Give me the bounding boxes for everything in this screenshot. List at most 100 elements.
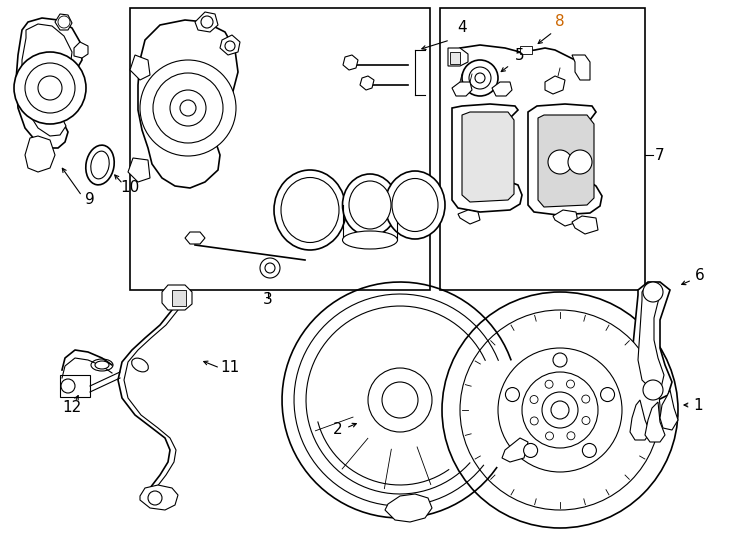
Circle shape xyxy=(568,150,592,174)
Circle shape xyxy=(567,380,575,388)
Bar xyxy=(520,46,532,54)
Polygon shape xyxy=(660,390,678,430)
Circle shape xyxy=(368,368,432,432)
Text: 9: 9 xyxy=(85,192,95,207)
Ellipse shape xyxy=(274,170,346,250)
Ellipse shape xyxy=(91,151,109,179)
Circle shape xyxy=(14,52,86,124)
Circle shape xyxy=(260,258,280,278)
Ellipse shape xyxy=(343,231,398,249)
Circle shape xyxy=(582,395,590,403)
Polygon shape xyxy=(462,112,514,202)
Polygon shape xyxy=(195,12,218,32)
Polygon shape xyxy=(22,24,72,136)
Circle shape xyxy=(61,379,75,393)
Circle shape xyxy=(475,73,485,83)
Polygon shape xyxy=(452,82,472,96)
Ellipse shape xyxy=(86,145,115,185)
Text: 5: 5 xyxy=(515,48,525,63)
Circle shape xyxy=(522,372,598,448)
Text: 11: 11 xyxy=(220,361,239,375)
Ellipse shape xyxy=(91,359,113,371)
Circle shape xyxy=(553,353,567,367)
Polygon shape xyxy=(140,485,178,510)
Circle shape xyxy=(643,380,663,400)
Text: 2: 2 xyxy=(333,422,343,437)
Circle shape xyxy=(545,432,553,440)
Circle shape xyxy=(382,382,418,418)
Circle shape xyxy=(643,282,663,302)
Polygon shape xyxy=(385,494,432,522)
Circle shape xyxy=(542,392,578,428)
Circle shape xyxy=(530,395,538,403)
Polygon shape xyxy=(572,55,590,80)
Polygon shape xyxy=(538,115,594,207)
Ellipse shape xyxy=(131,358,148,372)
Circle shape xyxy=(180,100,196,116)
Circle shape xyxy=(140,60,236,156)
Ellipse shape xyxy=(95,361,109,369)
Polygon shape xyxy=(528,104,602,215)
Circle shape xyxy=(545,380,553,388)
Bar xyxy=(440,8,645,290)
Polygon shape xyxy=(25,136,55,172)
Circle shape xyxy=(551,401,569,419)
Circle shape xyxy=(548,150,572,174)
Polygon shape xyxy=(74,42,88,58)
Circle shape xyxy=(170,90,206,126)
Polygon shape xyxy=(458,210,480,224)
Polygon shape xyxy=(632,282,672,400)
Polygon shape xyxy=(545,76,565,94)
Circle shape xyxy=(469,67,491,89)
Circle shape xyxy=(567,432,575,440)
Polygon shape xyxy=(502,438,528,462)
Polygon shape xyxy=(343,55,358,70)
Circle shape xyxy=(582,443,597,457)
Polygon shape xyxy=(572,216,598,234)
Text: 8: 8 xyxy=(555,15,564,30)
Circle shape xyxy=(460,310,660,510)
Circle shape xyxy=(600,388,614,402)
Circle shape xyxy=(58,16,70,28)
Circle shape xyxy=(201,16,213,28)
Polygon shape xyxy=(630,400,650,440)
Circle shape xyxy=(523,443,537,457)
Text: 10: 10 xyxy=(120,180,139,195)
Circle shape xyxy=(25,63,75,113)
Bar xyxy=(450,52,460,64)
Text: 12: 12 xyxy=(62,401,81,415)
Circle shape xyxy=(506,388,520,402)
Circle shape xyxy=(148,491,162,505)
Text: 4: 4 xyxy=(457,21,467,36)
Polygon shape xyxy=(138,20,238,188)
Ellipse shape xyxy=(349,181,391,229)
Polygon shape xyxy=(55,14,72,30)
Polygon shape xyxy=(452,104,522,212)
Text: 1: 1 xyxy=(693,397,703,413)
Circle shape xyxy=(582,416,590,424)
Bar xyxy=(60,375,90,397)
Circle shape xyxy=(38,76,62,100)
Ellipse shape xyxy=(385,171,445,239)
Circle shape xyxy=(225,41,235,51)
Ellipse shape xyxy=(392,179,438,232)
Polygon shape xyxy=(16,18,82,148)
Circle shape xyxy=(530,417,538,425)
Circle shape xyxy=(442,292,678,528)
Polygon shape xyxy=(220,35,240,55)
Ellipse shape xyxy=(281,178,339,242)
Text: 3: 3 xyxy=(263,293,273,307)
Bar xyxy=(130,8,430,290)
Polygon shape xyxy=(185,232,205,244)
Circle shape xyxy=(498,348,622,472)
Polygon shape xyxy=(130,55,150,80)
Polygon shape xyxy=(128,158,150,182)
Polygon shape xyxy=(162,285,192,310)
Polygon shape xyxy=(360,76,374,90)
Polygon shape xyxy=(638,286,664,390)
Polygon shape xyxy=(645,402,665,442)
Circle shape xyxy=(153,73,223,143)
Bar xyxy=(172,290,186,306)
Text: 6: 6 xyxy=(695,268,705,284)
Text: 7: 7 xyxy=(655,147,665,163)
